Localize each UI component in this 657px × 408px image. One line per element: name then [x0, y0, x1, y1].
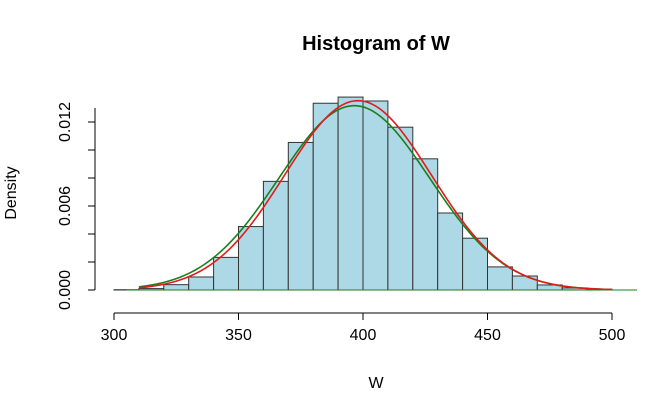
y-axis: 0.000 0.006 0.012: [57, 102, 96, 310]
x-tick-label-4: 500: [599, 327, 626, 344]
x-tick-label-1: 350: [225, 327, 252, 344]
histogram-bar-11: [387, 126, 414, 291]
histogram-bar-6: [262, 180, 289, 291]
x-axis: 300 350 400 450 500: [101, 312, 626, 344]
y-axis-label: Density: [3, 166, 20, 219]
histogram-bar-2: [163, 284, 190, 291]
histogram-bar-12: [412, 158, 439, 291]
normal-curve: [138, 99, 613, 291]
density-curves: [138, 99, 613, 291]
histogram-bar-4: [213, 256, 240, 291]
histogram-bar-5: [238, 226, 264, 291]
y-tick-label-2: 0.012: [57, 102, 74, 142]
x-axis-label: W: [368, 375, 384, 392]
histogram-bar-8: [312, 102, 339, 291]
chart-title: Histogram of W: [302, 33, 450, 55]
histogram-bar-13: [437, 212, 464, 291]
x-tick-label-2: 400: [350, 327, 377, 344]
histogram-bar-16: [511, 275, 538, 291]
x-tick-label-3: 450: [474, 327, 501, 344]
histogram-bar-9: [337, 96, 364, 291]
y-tick-label-0: 0.000: [57, 270, 74, 310]
histogram-bar-10: [362, 100, 389, 291]
y-tick-label-1: 0.006: [57, 186, 74, 226]
histogram-bars: [113, 96, 637, 291]
histogram-bar-3: [188, 276, 215, 291]
x-tick-label-0: 300: [101, 327, 128, 344]
histogram-bar-15: [487, 266, 513, 291]
